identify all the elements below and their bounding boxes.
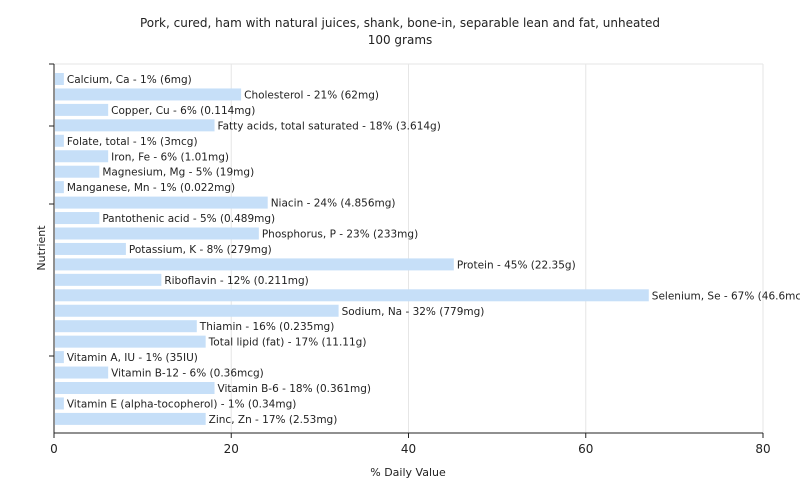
- bar: [55, 212, 100, 225]
- bar: [55, 181, 64, 194]
- x-tick-label: 80: [755, 442, 770, 456]
- bar-label: Folate, total - 1% (3mcg): [67, 136, 198, 148]
- bar: [55, 134, 64, 147]
- bars: [55, 73, 649, 425]
- bar: [55, 242, 126, 255]
- bar: [55, 196, 268, 209]
- bar: [55, 273, 162, 286]
- bar: [55, 150, 109, 163]
- grid-lines: [54, 63, 764, 433]
- bar: [55, 227, 259, 240]
- bar-label: Zinc, Zn - 17% (2.53mg): [209, 414, 338, 426]
- bar-label: Fatty acids, total saturated - 18% (3.61…: [218, 120, 441, 132]
- bar: [55, 412, 206, 425]
- bar: [55, 289, 649, 302]
- bar-label: Vitamin A, IU - 1% (35IU): [67, 352, 198, 364]
- y-axis-label: Nutrient: [35, 225, 48, 271]
- bar-label: Phosphorus, P - 23% (233mg): [262, 229, 418, 241]
- x-tick-label: 0: [50, 442, 58, 456]
- bar-label: Iron, Fe - 6% (1.01mg): [111, 151, 229, 163]
- x-axis-label: % Daily Value: [370, 466, 446, 479]
- bar: [55, 320, 197, 333]
- bar-label: Manganese, Mn - 1% (0.022mg): [67, 182, 235, 194]
- bar: [55, 103, 109, 116]
- bar: [55, 397, 64, 410]
- x-tick-label: 20: [224, 442, 239, 456]
- bar-label: Pantothenic acid - 5% (0.489mg): [102, 213, 275, 225]
- bar: [55, 88, 242, 101]
- bar: [55, 119, 215, 132]
- bar: [55, 366, 109, 379]
- bar: [55, 258, 454, 271]
- bar: [55, 335, 206, 348]
- bar-label: Niacin - 24% (4.856mg): [271, 198, 396, 210]
- bar: [55, 351, 64, 364]
- bar-label: Riboflavin - 12% (0.211mg): [164, 275, 308, 287]
- chart-title: Pork, cured, ham with natural juices, sh…: [139, 16, 661, 30]
- bar: [55, 165, 100, 178]
- x-tick-label: 60: [578, 442, 593, 456]
- axes: 0 20 40 60 80: [49, 63, 771, 456]
- bar: [55, 304, 339, 317]
- bar: [55, 382, 215, 394]
- bar-label: Copper, Cu - 6% (0.114mg): [111, 105, 255, 117]
- bar-label: Vitamin E (alpha-tocopherol) - 1% (0.34m…: [67, 398, 296, 410]
- bar-label: Magnesium, Mg - 5% (19mg): [102, 167, 254, 179]
- bar-label: Vitamin B-12 - 6% (0.36mcg): [111, 368, 264, 380]
- bar-label: Selenium, Se - 67% (46.6mcg): [652, 290, 800, 302]
- x-tick-label: 40: [401, 442, 416, 456]
- bar-label: Sodium, Na - 32% (779mg): [342, 306, 485, 318]
- bar-label: Thiamin - 16% (0.235mg): [199, 321, 335, 333]
- bar-label: Protein - 45% (22.35g): [457, 259, 576, 271]
- bar-label: Calcium, Ca - 1% (6mg): [67, 74, 192, 86]
- bar-label: Vitamin B-6 - 18% (0.361mg): [218, 383, 372, 395]
- bar-label: Potassium, K - 8% (279mg): [129, 244, 272, 256]
- chart-subtitle: 100 grams: [367, 33, 433, 47]
- bar-labels: Calcium, Ca - 1% (6mg) Cholesterol - 21% …: [67, 74, 800, 426]
- bar-label: Cholesterol - 21% (62mg): [244, 89, 379, 101]
- bar-label: Total lipid (fat) - 17% (11.11g): [208, 337, 367, 349]
- bar: [55, 73, 64, 85]
